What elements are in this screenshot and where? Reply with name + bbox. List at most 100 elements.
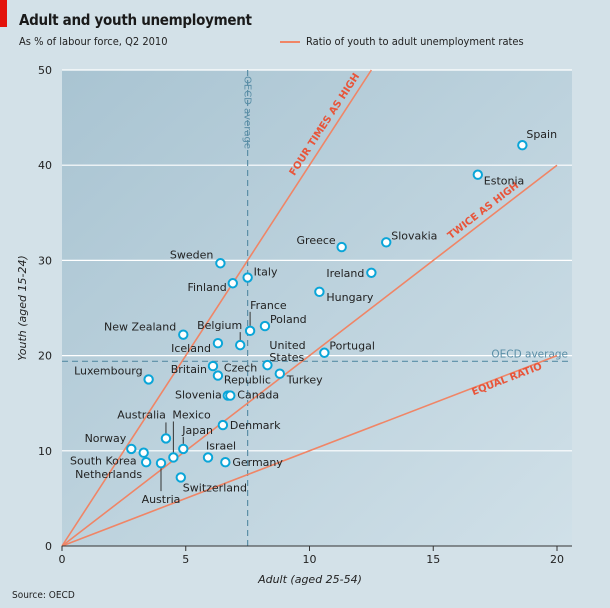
data-point-label: Japan	[181, 424, 213, 437]
data-point-label: Hungary	[326, 291, 373, 304]
data-point	[178, 443, 189, 455]
data-point-label: Slovakia	[391, 229, 437, 242]
data-point-group: Norway	[85, 432, 137, 455]
data-point-label: Czech Republic	[224, 362, 271, 387]
data-point-label: Switzerland	[183, 481, 247, 494]
y-tick-label: 40	[38, 159, 52, 172]
data-point	[259, 320, 271, 332]
brand-accent-bar	[0, 0, 7, 27]
data-point	[366, 267, 377, 278]
data-point-label: France	[250, 299, 287, 312]
data-point-group: Japan	[178, 424, 213, 455]
chart-title: Adult and youth unemployment	[19, 11, 252, 29]
data-point	[175, 472, 187, 483]
data-point	[140, 457, 152, 468]
y-tick-label: 0	[45, 540, 52, 553]
source-note: Source: OECD	[12, 590, 75, 601]
data-point-label: Ireland	[326, 267, 364, 280]
data-point-group: United States	[262, 339, 306, 371]
data-point	[262, 359, 273, 371]
data-point	[212, 338, 224, 349]
data-point	[155, 457, 167, 469]
oecd-average-vertical-label: OECD average	[242, 76, 253, 149]
data-point-group: Slovakia	[381, 229, 437, 248]
data-point	[178, 329, 189, 340]
data-point-label: Finland	[187, 281, 226, 294]
y-axis-label: Youth (aged 15-24)	[16, 255, 29, 361]
legend-label: Ratio of youth to adult unemployment rat…	[306, 35, 524, 48]
data-point	[202, 452, 214, 463]
data-point-group: Spain	[517, 128, 557, 151]
data-point-label: Denmark	[230, 419, 281, 432]
data-point-group: Hungary	[314, 286, 374, 304]
data-point-label: Estonia	[484, 175, 525, 188]
data-point-group: Sweden	[170, 248, 226, 269]
data-point-group: Britain	[171, 360, 219, 376]
data-point-label: Netherlands	[75, 468, 142, 481]
data-point	[319, 347, 330, 358]
data-point-label: Iceland	[171, 342, 211, 355]
data-point	[217, 419, 229, 431]
data-point-label: Greece	[297, 234, 336, 247]
legend-swatch	[280, 40, 300, 43]
data-point-label: Turkey	[286, 374, 323, 387]
data-point-group: Australia	[117, 408, 172, 444]
data-point	[242, 272, 253, 283]
data-point-group: Turkey	[274, 368, 323, 387]
data-point	[225, 390, 236, 401]
data-point	[207, 360, 219, 372]
data-point	[227, 278, 238, 289]
data-point	[472, 169, 483, 180]
data-point-label: Sweden	[170, 248, 213, 261]
data-point-label: Belgium	[197, 319, 242, 332]
data-point-group: New Zealand	[104, 321, 189, 340]
data-point-label: Poland	[270, 313, 307, 326]
data-point	[220, 457, 231, 468]
data-point-group: Greece	[297, 234, 347, 253]
oecd-average-horizontal-label: OECD average	[491, 348, 568, 360]
y-tick-label: 50	[38, 64, 52, 77]
data-point-group: Denmark	[217, 419, 281, 432]
y-tick-label: 30	[38, 254, 52, 267]
data-point	[517, 140, 528, 151]
data-point-group: Estonia	[472, 169, 525, 188]
data-point	[381, 237, 392, 248]
x-tick-label: 15	[426, 553, 440, 566]
data-point-group: Netherlands	[75, 457, 152, 481]
data-point	[138, 447, 149, 458]
data-point-group: Germany	[220, 456, 283, 469]
data-point-label: Australia	[117, 408, 166, 421]
data-point-label: New Zealand	[104, 321, 176, 334]
data-point-label: Norway	[85, 432, 127, 445]
chart-subtitle: As % of labour force, Q2 2010	[19, 35, 168, 48]
ratio-line	[61, 69, 373, 547]
data-point	[274, 368, 285, 379]
data-point-group: Mexico	[168, 408, 211, 463]
data-point-label: Luxembourg	[74, 364, 143, 377]
data-point-group: Belgium	[197, 319, 246, 351]
data-point-group: Czech Republic	[212, 362, 271, 387]
data-point-group: South Korea	[70, 447, 149, 468]
data-point	[168, 452, 179, 463]
data-point-group: Canada	[225, 389, 279, 402]
data-point-group: Italy	[242, 266, 278, 283]
data-point-label: Canada	[237, 389, 279, 402]
data-point-group: Ireland	[326, 267, 377, 280]
data-point-label: Germany	[232, 456, 283, 469]
data-point	[126, 443, 137, 455]
data-point-group: Israel	[202, 439, 236, 463]
legend: Ratio of youth to adult unemployment rat…	[280, 35, 524, 48]
data-point	[143, 374, 154, 385]
data-point-label: Mexico	[172, 408, 211, 421]
data-point-group: Austria	[142, 457, 180, 506]
data-point-group: Poland	[259, 313, 307, 332]
data-point-label: Italy	[254, 266, 278, 279]
data-point-label: Britain	[171, 363, 207, 376]
y-tick-label: 10	[38, 445, 52, 458]
data-point-group: Iceland	[171, 338, 224, 355]
data-point-label: Portugal	[329, 340, 375, 353]
data-point	[314, 286, 325, 298]
data-point	[160, 433, 172, 444]
data-point	[244, 325, 256, 337]
